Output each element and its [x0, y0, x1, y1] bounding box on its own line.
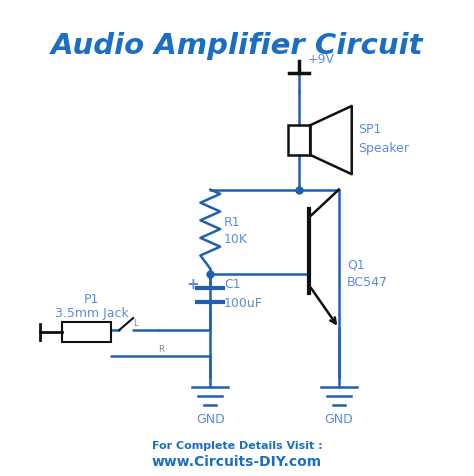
- Text: C1: C1: [224, 277, 241, 290]
- Text: Q1: Q1: [347, 258, 365, 271]
- Text: SP1: SP1: [358, 122, 381, 135]
- Text: GND: GND: [325, 412, 353, 425]
- Text: 3.5mm Jack: 3.5mm Jack: [55, 306, 128, 319]
- Text: P1: P1: [84, 292, 99, 305]
- Text: GND: GND: [196, 412, 225, 425]
- Text: BC547: BC547: [347, 276, 388, 288]
- Text: 100uF: 100uF: [224, 297, 263, 309]
- Bar: [62, 322, 111, 342]
- Text: +9V: +9V: [307, 53, 334, 66]
- Text: Audio Amplifier Circuit: Audio Amplifier Circuit: [51, 32, 423, 60]
- Text: R1: R1: [224, 215, 241, 228]
- Text: www.Circuits-DIY.com: www.Circuits-DIY.com: [152, 454, 322, 467]
- Text: +: +: [186, 277, 199, 292]
- Text: For Complete Details Visit :: For Complete Details Visit :: [152, 440, 322, 450]
- Text: R: R: [158, 344, 164, 353]
- Polygon shape: [310, 107, 352, 175]
- Text: 10K: 10K: [224, 233, 248, 246]
- Bar: [289, 126, 310, 156]
- Text: Speaker: Speaker: [358, 142, 409, 155]
- Text: L: L: [133, 318, 137, 327]
